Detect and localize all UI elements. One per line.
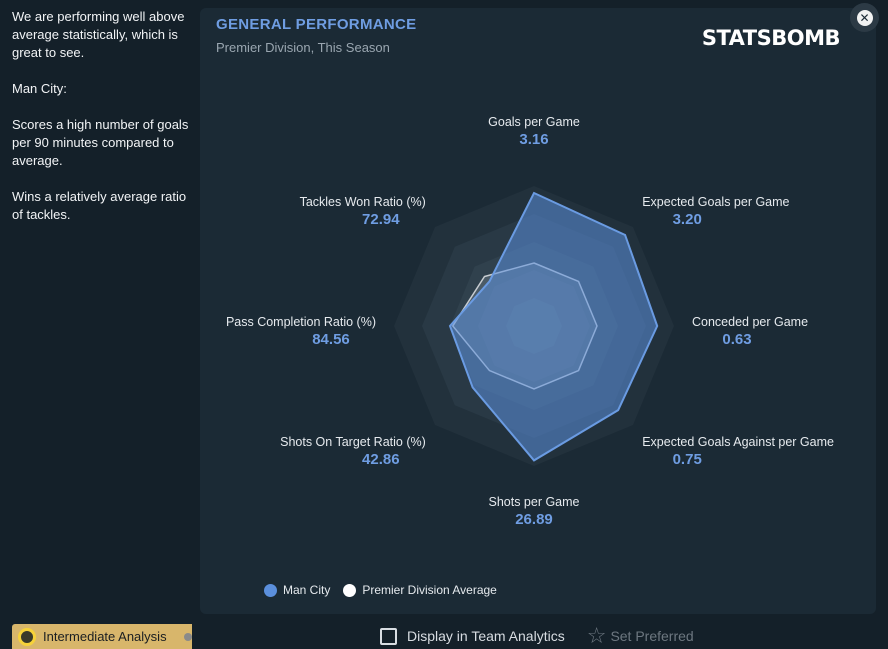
close-button[interactable]: ✕ [850, 3, 879, 32]
axis-value: 84.56 [312, 331, 350, 348]
analysis-level-button[interactable]: Intermediate Analysis [12, 624, 192, 649]
axis-label: Pass Completion Ratio (%) [226, 315, 376, 329]
axis-value: 72.94 [362, 211, 400, 228]
axis-label: Shots per Game [488, 495, 579, 509]
axis-value: 3.20 [673, 211, 702, 228]
panel-subtitle: Premier Division, This Season [216, 40, 390, 55]
axis-label: Tackles Won Ratio (%) [300, 195, 426, 209]
insight-paragraph: We are performing well above average sta… [12, 9, 185, 60]
display-in-team-analytics-checkbox[interactable] [380, 627, 397, 645]
axis-label: Conceded per Game [692, 315, 808, 329]
analysis-level-label: Intermediate Analysis [43, 629, 167, 644]
display-in-team-analytics-label[interactable]: Display in Team Analytics [407, 628, 565, 644]
star-icon[interactable]: ☆ [586, 623, 607, 648]
legend-item-average: Premier Division Average [343, 583, 497, 597]
series-man-city-polygon [448, 191, 659, 462]
axis-label: Goals per Game [488, 115, 580, 129]
legend-swatch [264, 583, 277, 597]
insight-paragraph: Wins a relatively average ratio of tackl… [12, 189, 187, 222]
analysis-indicator-icon [184, 632, 192, 641]
chart-legend: Man City Premier Division Average [264, 583, 510, 597]
panel-title: GENERAL PERFORMANCE [216, 16, 417, 33]
insight-text: We are performing well above average sta… [12, 8, 192, 242]
legend-item-man-city: Man City [264, 583, 330, 597]
legend-label: Man City [283, 583, 331, 597]
sidebar: We are performing well above average sta… [0, 0, 197, 649]
axis-value: 42.86 [362, 451, 400, 468]
footer-bar: Display in Team Analytics ☆ Set Preferre… [380, 624, 694, 648]
statsbomb-logo: STATSBOMB [701, 26, 841, 50]
axis-value: 26.89 [515, 511, 553, 528]
set-preferred-label[interactable]: Set Preferred [610, 628, 694, 644]
legend-label: Premier Division Average [362, 583, 497, 597]
axis-value: 0.63 [722, 331, 751, 348]
insight-paragraph: Man City: [12, 81, 67, 96]
axis-label: Shots On Target Ratio (%) [280, 435, 426, 449]
legend-swatch [343, 583, 357, 597]
close-icon: ✕ [856, 9, 873, 26]
axis-label: Expected Goals per Game [642, 195, 789, 209]
axis-value: 3.16 [519, 131, 548, 148]
analysis-progress-icon [18, 627, 36, 646]
axis-value: 0.75 [673, 451, 702, 468]
axis-label: Expected Goals Against per Game [642, 435, 834, 449]
insight-paragraph: Scores a high number of goals per 90 min… [12, 117, 189, 168]
